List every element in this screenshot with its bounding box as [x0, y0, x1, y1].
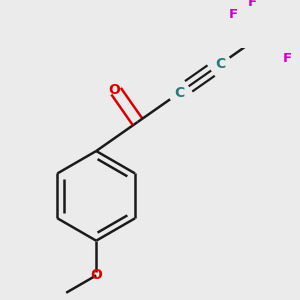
Text: F: F	[283, 52, 292, 65]
Text: O: O	[109, 83, 121, 97]
Text: C: C	[215, 57, 226, 71]
Text: F: F	[248, 0, 257, 9]
Text: C: C	[174, 86, 184, 100]
Text: F: F	[229, 8, 238, 21]
Text: O: O	[90, 268, 102, 282]
